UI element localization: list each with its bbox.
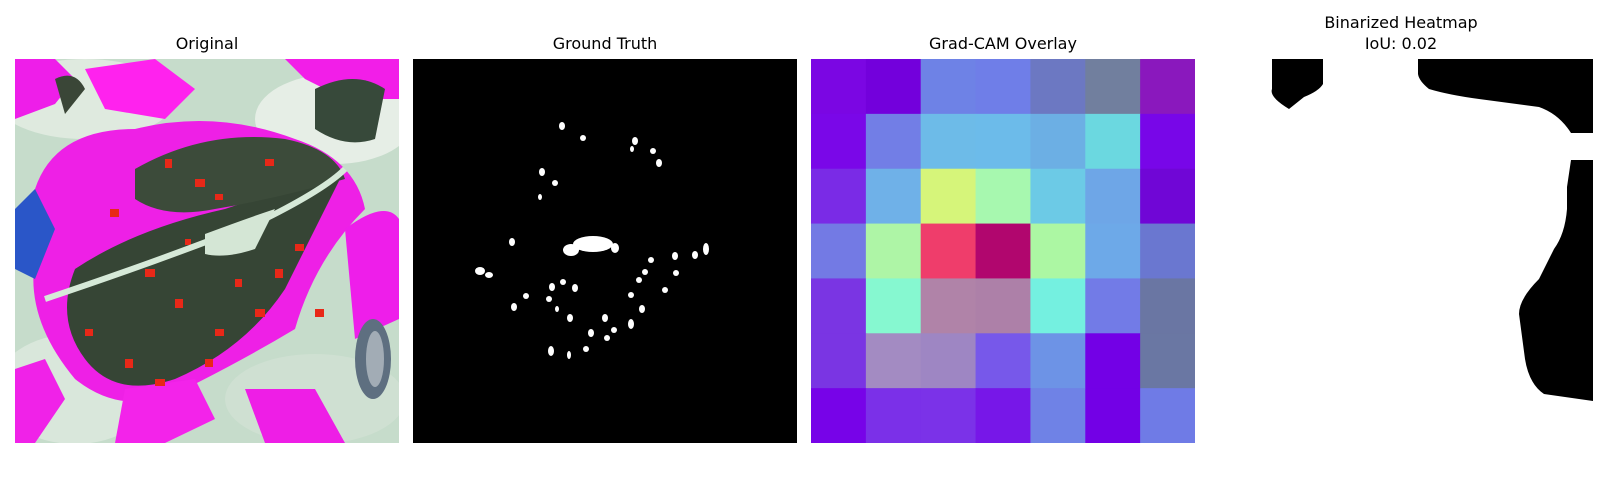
heatmap-cell [1030,168,1086,225]
gradcam-heatmap [811,59,1195,443]
ground-truth-mask [413,59,797,443]
heatmap-cell [865,113,922,170]
heatmap-cell [920,333,977,389]
panel-gradcam-overlay: Grad-CAM Overlay [811,0,1195,443]
iou-score-label: IoU: 0.02 [1364,34,1438,53]
binarized-heatmap [1209,59,1593,443]
gradcam-heatmap-grid [811,59,1195,443]
heatmap-cell [1140,113,1195,170]
heatmap-cell [920,223,977,279]
heatmap-cell [811,113,867,170]
heatmap-cell [920,59,977,115]
panel-ground-truth: Ground Truth [413,0,797,443]
heatmap-cell [920,388,977,443]
heatmap-cell [1140,278,1195,334]
heatmap-cell [865,333,922,389]
heatmap-cell [975,113,1031,170]
ground-truth-mask-drawing [413,59,797,443]
original-image [15,59,399,443]
heatmap-cell [865,278,922,334]
heatmap-cell [1085,278,1141,334]
heatmap-cell [975,59,1031,115]
heatmap-cell [1085,333,1141,389]
heatmap-cell [1030,388,1086,443]
heatmap-cell [811,388,867,443]
heatmap-cell [865,223,922,279]
heatmap-cell [811,59,867,115]
panel-title-gradcam: Grad-CAM Overlay [929,34,1077,53]
heatmap-cell [1085,388,1141,443]
heatmap-cell [1030,223,1086,279]
panel-binarized-heatmap: Binarized Heatmap IoU: 0.02 [1209,0,1593,443]
heatmap-cell [1030,59,1086,115]
panel-title-original: Original [175,34,239,53]
heatmap-cell [975,223,1031,279]
heatmap-cell [975,388,1031,443]
heatmap-cell [975,333,1031,389]
panel-original: Original [15,0,399,443]
heatmap-cell [811,168,867,225]
heatmap-cell [1140,168,1195,225]
binarized-heatmap-drawing [1209,59,1593,443]
heatmap-cell [920,113,977,170]
heatmap-cell [865,59,922,115]
heatmap-cell [1140,59,1195,115]
heatmap-cell [865,388,922,443]
heatmap-cell [975,168,1031,225]
heatmap-cell [1140,388,1195,443]
heatmap-cell [975,278,1031,334]
heatmap-cell [1140,333,1195,389]
heatmap-cell [920,278,977,334]
heatmap-cell [1030,113,1086,170]
heatmap-cell [1030,333,1086,389]
heatmap-cell [1085,168,1141,225]
panel-title-binarized: Binarized Heatmap [1324,13,1478,32]
heatmap-cell [1140,223,1195,279]
heatmap-cell [811,278,867,334]
heatmap-cell [1085,59,1141,115]
original-image-drawing [15,59,399,443]
heatmap-cell [1085,223,1141,279]
heatmap-cell [920,168,977,225]
heatmap-cell [1030,278,1086,334]
heatmap-cell [865,168,922,225]
heatmap-cell [1085,113,1141,170]
heatmap-cell [811,333,867,389]
heatmap-cell [811,223,867,279]
panel-title-ground-truth: Ground Truth [552,34,658,53]
